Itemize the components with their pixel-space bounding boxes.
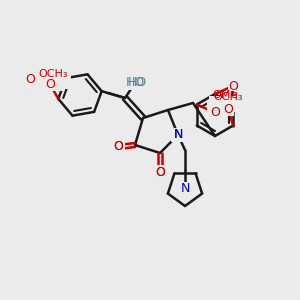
Text: O: O <box>26 73 35 86</box>
Text: O: O <box>210 106 220 119</box>
FancyBboxPatch shape <box>228 81 238 91</box>
Text: OCH₃: OCH₃ <box>39 69 68 79</box>
Text: OCH₃: OCH₃ <box>213 92 243 101</box>
FancyBboxPatch shape <box>210 107 220 118</box>
FancyBboxPatch shape <box>123 76 147 90</box>
FancyBboxPatch shape <box>207 100 221 112</box>
FancyBboxPatch shape <box>36 79 64 91</box>
FancyBboxPatch shape <box>172 129 184 141</box>
Text: N: N <box>173 128 183 142</box>
Text: O: O <box>155 166 165 178</box>
Text: OMe: OMe <box>213 89 238 100</box>
Text: HO: HO <box>128 76 147 89</box>
FancyBboxPatch shape <box>222 103 234 116</box>
Text: N: N <box>180 182 190 194</box>
FancyBboxPatch shape <box>112 141 124 153</box>
FancyBboxPatch shape <box>35 73 71 89</box>
FancyBboxPatch shape <box>111 140 125 154</box>
Text: O: O <box>45 78 55 91</box>
FancyBboxPatch shape <box>30 79 42 91</box>
FancyBboxPatch shape <box>153 165 167 179</box>
Text: O: O <box>113 140 123 154</box>
FancyBboxPatch shape <box>171 128 185 142</box>
Text: N: N <box>173 128 183 142</box>
FancyBboxPatch shape <box>209 95 247 112</box>
Text: O: O <box>228 80 238 92</box>
Text: O: O <box>223 103 233 116</box>
Text: HO: HO <box>125 76 145 89</box>
FancyBboxPatch shape <box>154 166 166 178</box>
FancyBboxPatch shape <box>179 182 191 194</box>
Text: O: O <box>155 166 165 178</box>
FancyBboxPatch shape <box>126 77 144 89</box>
Text: O: O <box>113 140 123 154</box>
